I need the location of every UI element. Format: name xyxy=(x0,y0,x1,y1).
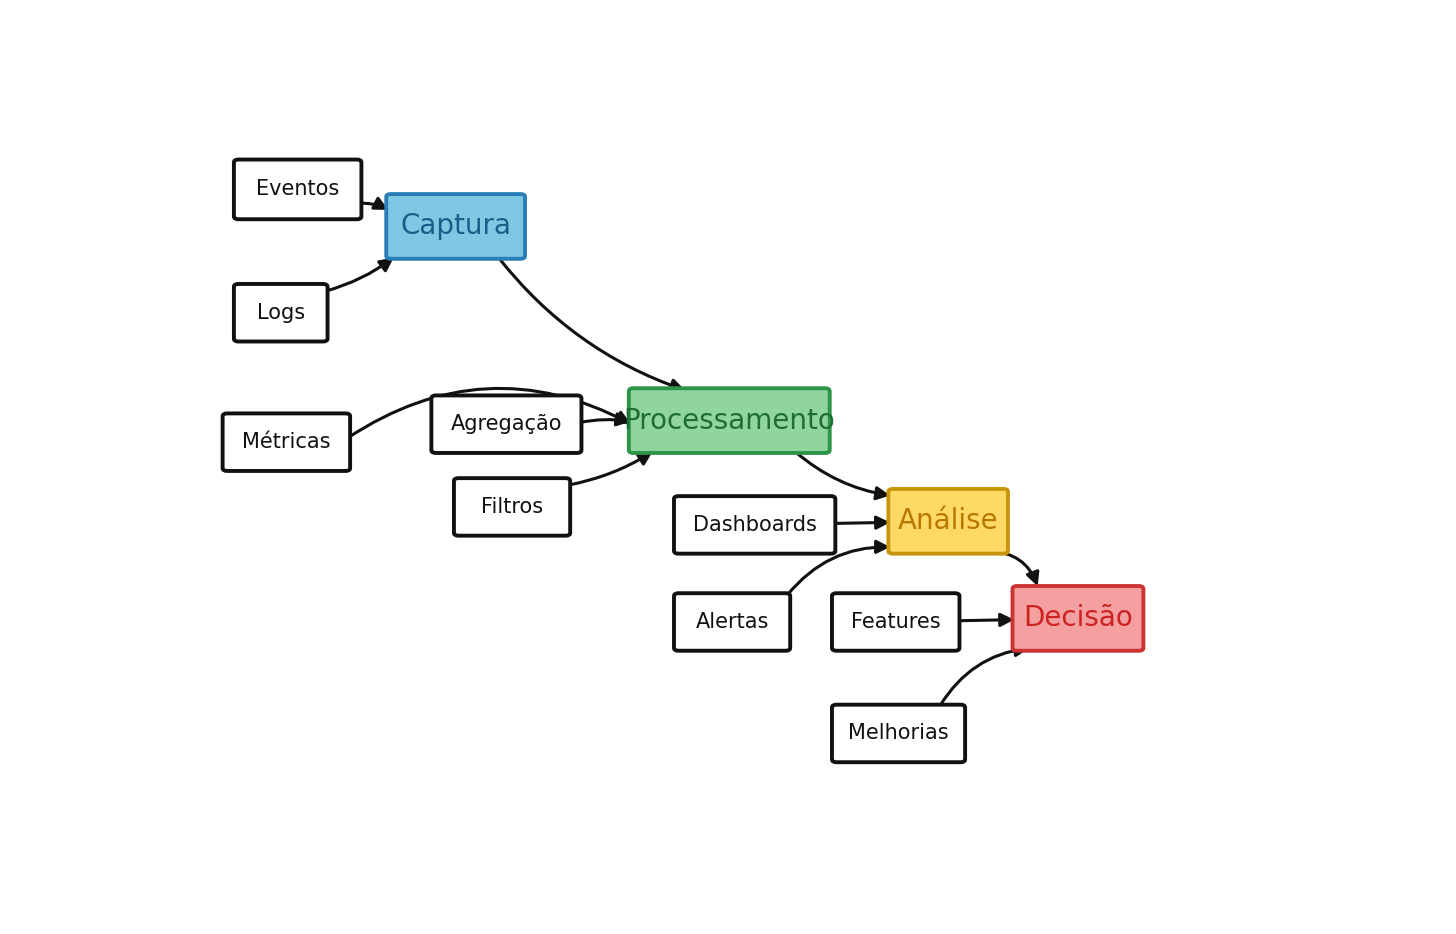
FancyBboxPatch shape xyxy=(223,414,349,471)
FancyBboxPatch shape xyxy=(831,593,960,651)
FancyBboxPatch shape xyxy=(888,488,1008,554)
Text: Features: Features xyxy=(850,612,941,632)
Text: Alertas: Alertas xyxy=(696,612,769,632)
Text: Melhorias: Melhorias xyxy=(849,724,949,743)
FancyBboxPatch shape xyxy=(674,496,836,554)
Text: Eventos: Eventos xyxy=(256,179,339,199)
FancyBboxPatch shape xyxy=(431,395,581,453)
FancyBboxPatch shape xyxy=(629,389,830,453)
Text: Decisão: Decisão xyxy=(1024,604,1133,632)
FancyBboxPatch shape xyxy=(831,704,965,762)
Text: Captura: Captura xyxy=(400,212,511,240)
Text: Dashboards: Dashboards xyxy=(693,515,817,535)
Text: Agregação: Agregação xyxy=(451,414,562,434)
FancyBboxPatch shape xyxy=(234,160,361,219)
FancyBboxPatch shape xyxy=(386,194,526,259)
FancyBboxPatch shape xyxy=(234,284,328,342)
FancyBboxPatch shape xyxy=(454,478,571,536)
Text: Métricas: Métricas xyxy=(242,432,331,452)
Text: Filtros: Filtros xyxy=(480,497,543,517)
Text: Logs: Logs xyxy=(256,303,304,323)
Text: Análise: Análise xyxy=(898,507,999,535)
FancyBboxPatch shape xyxy=(1012,586,1143,651)
Text: Processamento: Processamento xyxy=(623,406,836,434)
FancyBboxPatch shape xyxy=(674,593,791,651)
